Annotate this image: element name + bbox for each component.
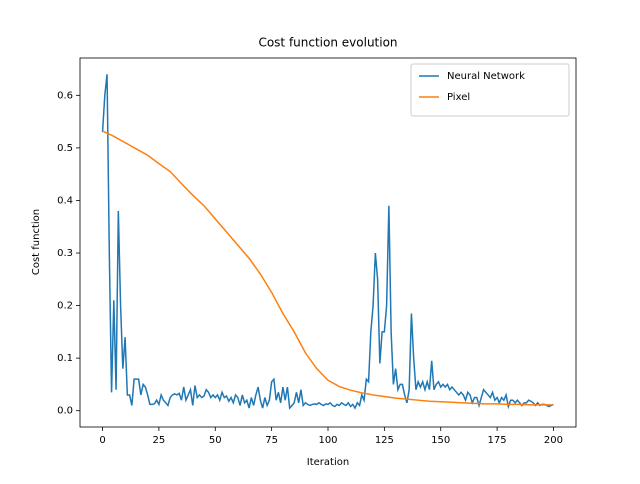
y-tick-label: 0.1 [57, 353, 73, 364]
x-tick-label: 150 [431, 435, 450, 446]
x-axis-label: Iteration [307, 457, 349, 468]
chart-title: Cost function evolution [258, 36, 397, 50]
series-line [102, 130, 554, 406]
legend-label: Neural Network [447, 71, 525, 82]
x-tick-label: 125 [375, 435, 394, 446]
x-tick-label: 0 [99, 435, 105, 446]
y-tick-label: 0.5 [57, 143, 73, 154]
y-tick-label: 0.2 [57, 301, 73, 312]
y-tick-label: 0.3 [57, 248, 73, 259]
x-tick-label: 200 [544, 435, 563, 446]
legend-box [410, 63, 570, 117]
x-tick-label: 100 [318, 435, 337, 446]
x-tick-label: 25 [153, 435, 166, 446]
axes-frame [79, 57, 577, 428]
x-tick-label: 75 [265, 435, 278, 446]
y-tick-label: 0.0 [57, 406, 73, 417]
x-tick-label: 175 [488, 435, 507, 446]
y-axis-label: Cost function [31, 209, 42, 275]
y-tick-label: 0.6 [57, 90, 73, 101]
legend-label: Pixel [447, 92, 470, 103]
x-tick-label: 50 [209, 435, 222, 446]
y-tick-label: 0.4 [57, 195, 73, 206]
